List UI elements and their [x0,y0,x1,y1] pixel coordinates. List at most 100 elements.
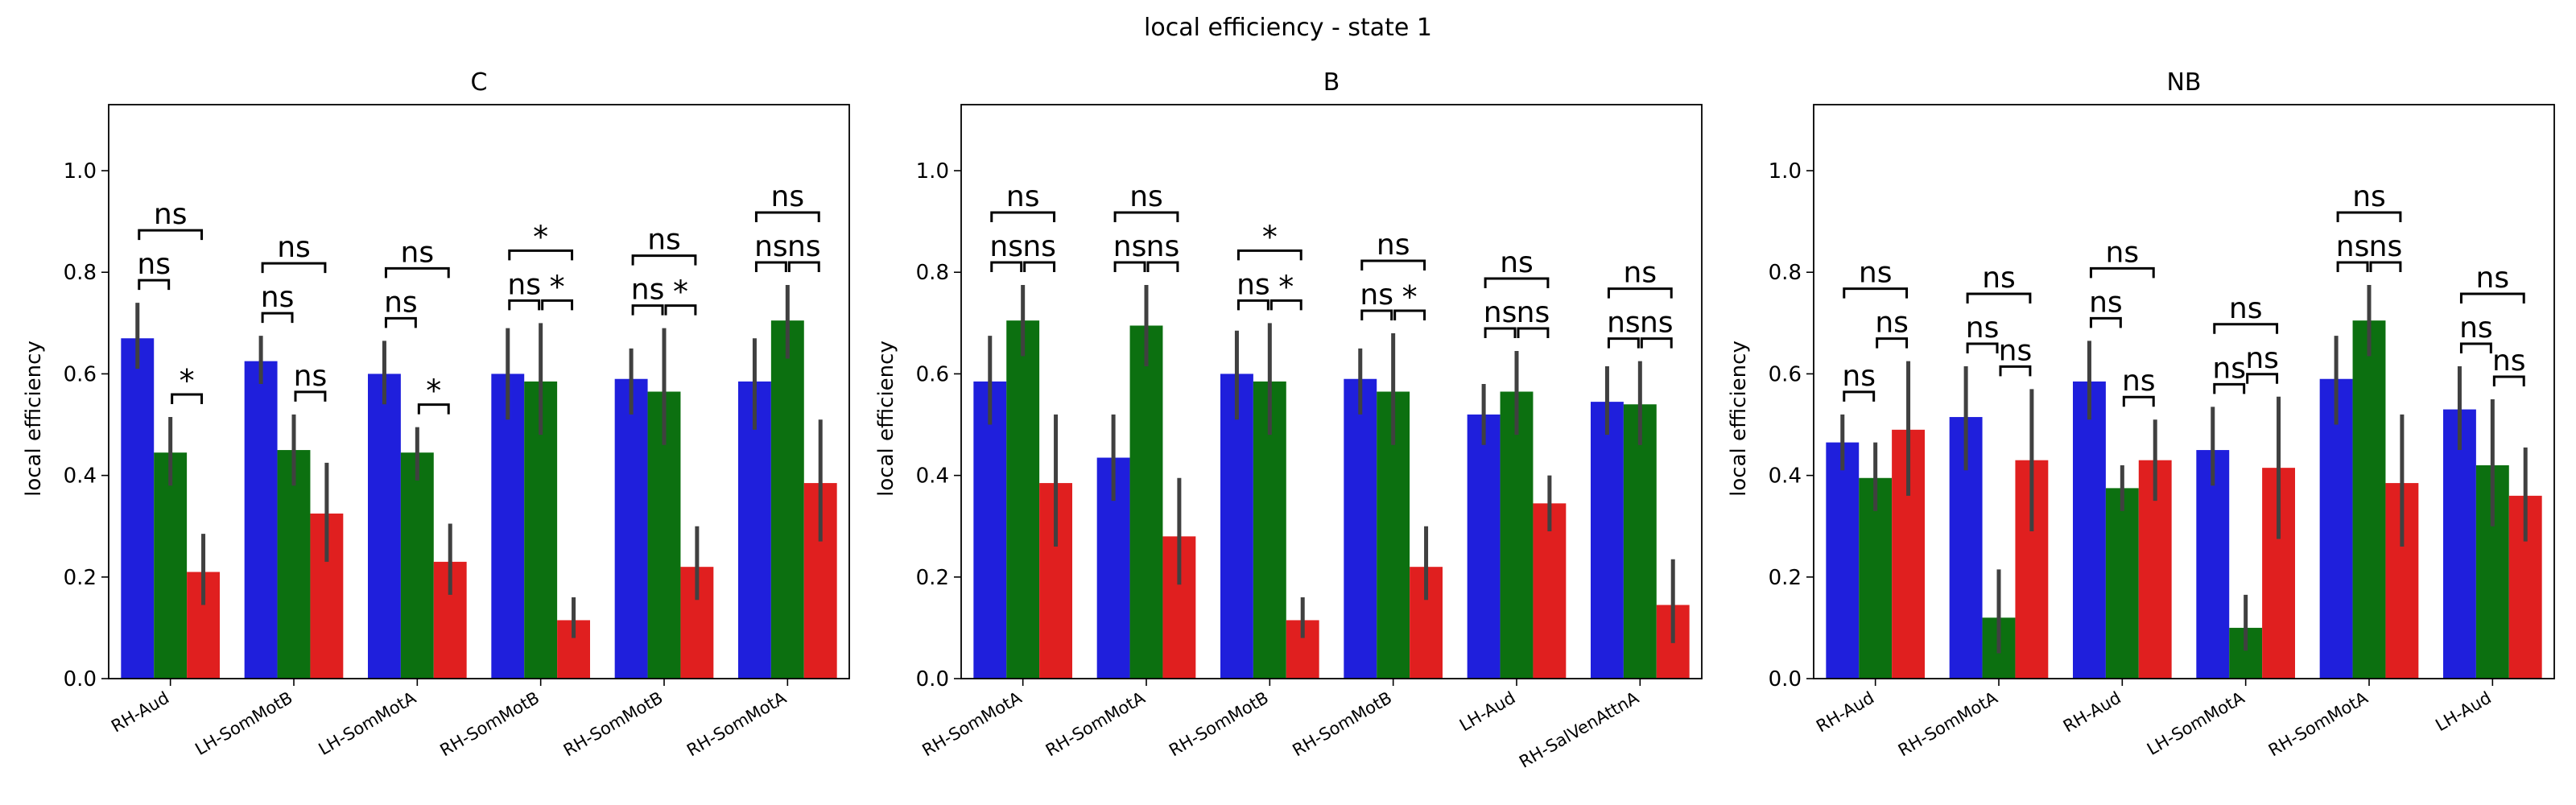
significance-label: ns [2212,352,2246,385]
significance-bracket [1484,327,1517,339]
bar-blue [2319,378,2353,679]
axes-frame [1813,104,2555,679]
significance-bracket [2369,261,2402,272]
bar-blue [2073,381,2106,679]
bar-green [770,320,804,679]
significance-label: ns [1842,360,1876,393]
significance-bracket [2459,342,2492,353]
significance-label: * [1262,219,1278,254]
significance-bracket [1113,211,1179,222]
significance-label: * [180,363,195,398]
significance-bracket [2089,316,2122,328]
significance-label: ns [137,248,171,281]
significance-bracket [2213,323,2279,334]
significance-label: ns [1500,246,1534,279]
significance-label: ns [1129,180,1163,213]
significance-bracket [2459,292,2525,303]
bar-green [1500,391,1534,679]
significance-label: * [1278,269,1294,304]
significance-bracket [1236,299,1269,311]
significance-bracket [990,211,1056,222]
bar-blue [1826,442,1860,679]
y-axis-label: local efficiency [22,341,46,497]
significance-label: ns [1999,334,2033,367]
significance-bracket [1843,390,1876,402]
y-tick-label: 1.0 [64,159,97,184]
significance-label: ns [2122,365,2156,398]
significance-label: ns [277,231,311,264]
bar-blue [121,338,155,679]
y-tick-label: 1.0 [1769,159,1802,184]
bar-blue [1344,378,1377,679]
y-tick-label: 0.4 [64,464,97,489]
significance-bracket [138,229,204,241]
significance-label: ns [154,198,188,231]
significance-bracket [2089,266,2155,279]
bar-green [1859,477,1893,679]
y-tick-label: 0.6 [1769,362,1802,386]
significance-label: ns [2106,236,2140,269]
significance-label: ns [401,236,435,269]
significance-label: ns [294,360,328,393]
significance-bracket [1517,327,1550,339]
bar-green [2352,320,2386,679]
significance-label: ns [2229,292,2263,325]
significance-bracket [417,403,450,415]
significance-label: ns [647,224,681,257]
y-tick-label: 0.2 [1769,566,1802,590]
significance-bracket [1999,365,2032,377]
significance-bracket [1607,337,1640,349]
y-axis-label: local efficiency [1727,341,1751,497]
significance-label: ns [1377,229,1410,262]
significance-bracket [1236,249,1302,261]
panel-title: B [1323,68,1340,97]
significance-bracket [990,261,1023,272]
significance-label: ns [261,281,295,314]
significance-bracket [384,266,450,279]
significance-label: ns [2369,230,2403,263]
significance-label: ns [1624,257,1657,290]
significance-bracket [384,316,417,328]
significance-bracket [1393,309,1426,320]
significance-label: ns [1113,230,1147,263]
bar-blue [2443,409,2476,679]
significance-label: ns [1640,307,1674,340]
y-tick-label: 0.4 [1769,464,1802,489]
panel-title: NB [2166,68,2201,97]
significance-label: * [426,374,441,409]
significance-bracket [138,279,171,291]
y-tick-label: 0.6 [916,362,949,386]
significance-label: ns [1022,230,1056,263]
significance-bracket [754,211,820,222]
significance-label: ns [2352,180,2386,213]
significance-bracket [1484,277,1550,289]
bar-green [154,452,188,679]
bar-blue [491,374,525,679]
y-axis-label: local efficiency [874,341,898,497]
y-tick-label: 0.8 [64,261,97,285]
significance-bracket [754,261,787,272]
significance-label: ns [771,180,805,213]
significance-bracket [171,393,204,405]
significance-label: ns [754,230,788,263]
significance-label: * [673,275,688,310]
bar-green [1129,325,1163,679]
panel-b: B local efficiency 0.00.20.40.60.81.0RH-… [874,68,1703,772]
bar-blue [2196,450,2230,679]
significance-label: ns [989,230,1023,263]
significance-label: ns [1607,307,1641,340]
significance-label: ns [2476,262,2510,295]
bar-green [2105,488,2139,679]
bar-green [400,452,434,679]
significance-label: ns [2336,230,2370,263]
bar-blue [244,361,278,679]
significance-bracket [1023,261,1056,272]
significance-label: ns [1146,230,1180,263]
bar-blue [1591,402,1624,679]
y-tick-label: 0.0 [1769,667,1802,691]
y-tick-label: 0.2 [916,566,949,590]
significance-bracket [631,304,664,316]
significance-label: * [1402,279,1418,315]
panel-c: C local efficiency 0.00.20.40.60.81.0RH-… [22,68,850,760]
